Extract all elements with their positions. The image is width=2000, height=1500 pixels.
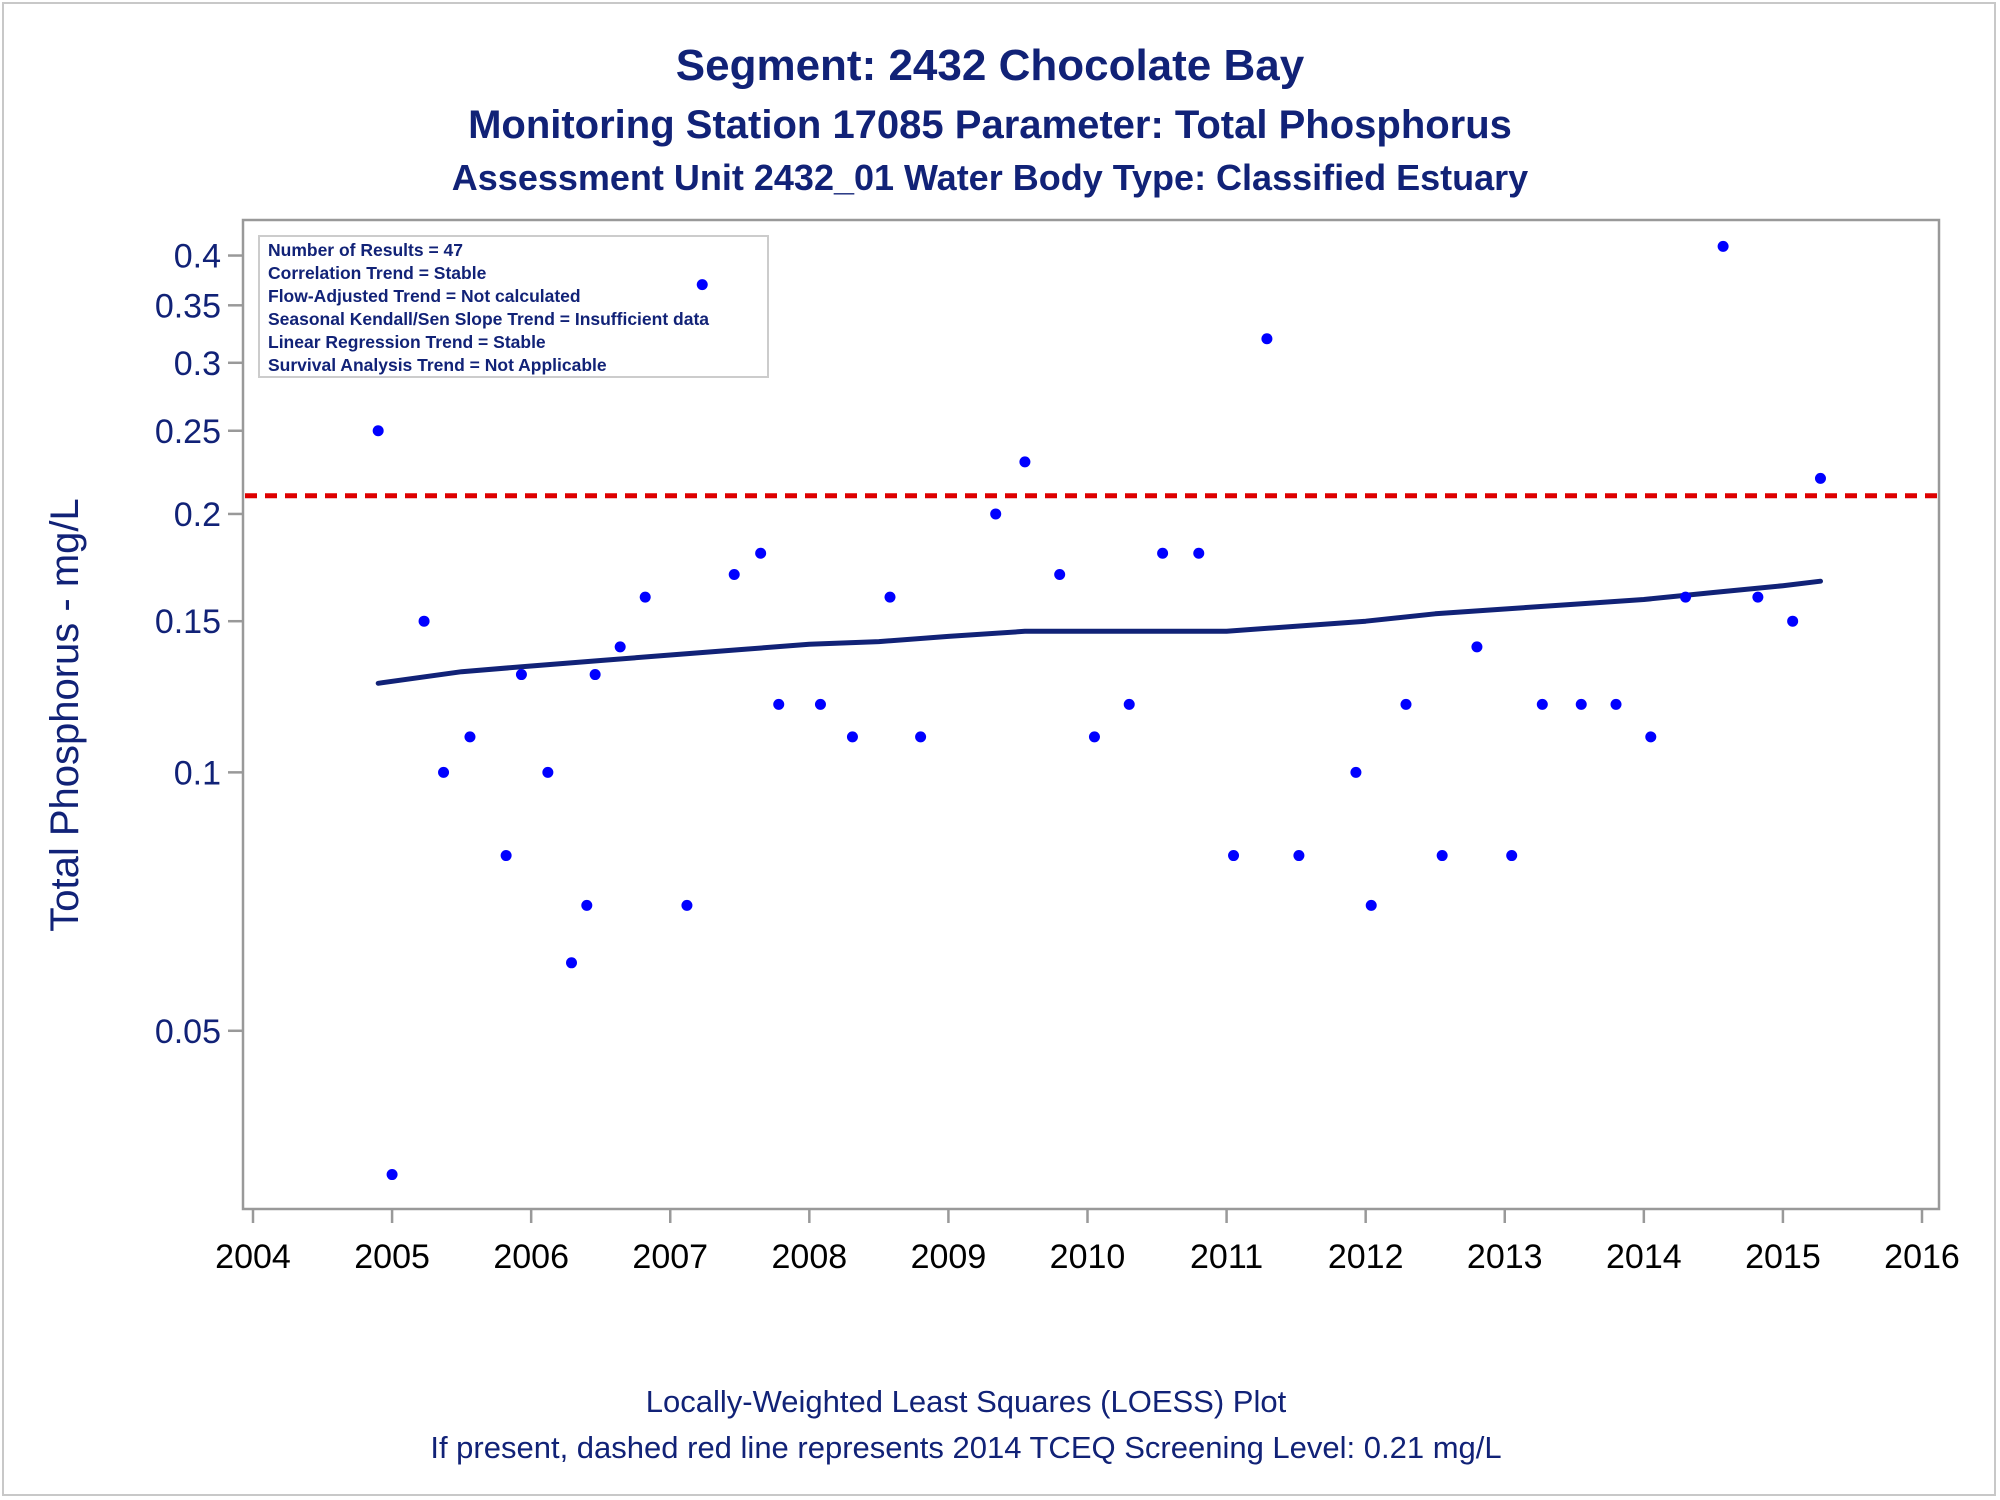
- data-point: [1536, 698, 1548, 710]
- data-point: [614, 641, 626, 653]
- chart-title: Segment: 2432 Chocolate Bay: [676, 41, 1305, 90]
- x-tick-label: 2016: [1884, 1238, 1960, 1276]
- data-point: [1054, 569, 1066, 581]
- plot-area: [241, 218, 1941, 1211]
- y-tick-label: 0.15: [155, 603, 221, 641]
- x-tick-label: 2004: [215, 1238, 291, 1276]
- data-point: [884, 591, 896, 603]
- data-point: [464, 731, 476, 743]
- x-tick-label: 2007: [632, 1238, 708, 1276]
- footnote-screening: If present, dashed red line represents 2…: [430, 1430, 1501, 1465]
- data-point: [990, 508, 1002, 520]
- data-point: [1365, 899, 1377, 911]
- data-point: [1123, 698, 1135, 710]
- x-tick-label: 2013: [1467, 1238, 1543, 1276]
- stats-line-correlation: Correlation Trend = Stable: [268, 263, 487, 283]
- x-tick-label: 2008: [772, 1238, 848, 1276]
- data-point: [1717, 240, 1729, 252]
- data-point: [1814, 472, 1826, 484]
- data-point: [1157, 547, 1169, 559]
- data-point: [1019, 456, 1031, 468]
- data-point: [372, 425, 384, 437]
- y-tick-label: 0.05: [155, 1013, 221, 1051]
- data-point: [1752, 591, 1764, 603]
- data-point: [386, 1169, 398, 1181]
- data-point: [1680, 591, 1692, 603]
- x-tick-label: 2010: [1050, 1238, 1126, 1276]
- stats-line-flow-adjusted: Flow-Adjusted Trend = Not calculated: [268, 286, 581, 306]
- stats-box-border: [258, 235, 769, 378]
- x-tick-label: 2011: [1190, 1238, 1263, 1276]
- data-point: [566, 957, 578, 969]
- data-point: [681, 899, 693, 911]
- data-point: [1787, 615, 1799, 627]
- y-axis-label: Total Phosphorus - mg/L: [43, 498, 87, 932]
- x-tick-label: 2014: [1606, 1238, 1682, 1276]
- data-point: [728, 569, 740, 581]
- data-point: [1350, 766, 1362, 778]
- data-point: [438, 766, 450, 778]
- data-point: [1400, 698, 1412, 710]
- stats-line-linear-regression: Linear Regression Trend = Stable: [268, 332, 546, 352]
- x-tick-label: 2006: [493, 1238, 569, 1276]
- y-tick-label: 0.1: [174, 754, 221, 792]
- data-point: [1261, 333, 1273, 345]
- chart-subtitle: Monitoring Station 17085 Parameter: Tota…: [468, 103, 1512, 147]
- data-point: [1293, 850, 1305, 862]
- data-point: [846, 731, 858, 743]
- loess-trend-line: [375, 578, 1823, 686]
- data-point: [1228, 850, 1240, 862]
- stats-box: Number of Results = 47 Correlation Trend…: [258, 235, 769, 378]
- y-tick-label: 0.35: [155, 287, 221, 325]
- loess-trend-group: [375, 578, 1823, 686]
- data-point: [814, 698, 826, 710]
- footnote-loess: Locally-Weighted Least Squares (LOESS) P…: [646, 1384, 1287, 1419]
- x-tick-label: 2009: [911, 1238, 987, 1276]
- data-points: [372, 240, 1826, 1181]
- data-point: [773, 698, 785, 710]
- data-point: [696, 279, 708, 291]
- data-point: [915, 731, 927, 743]
- stats-line-results: Number of Results = 47: [268, 240, 463, 260]
- data-point: [542, 766, 554, 778]
- data-point: [418, 615, 430, 627]
- data-point: [639, 591, 651, 603]
- y-tick-label: 0.2: [174, 496, 221, 534]
- data-point: [1610, 698, 1622, 710]
- data-point: [1471, 641, 1483, 653]
- y-tick-label: 0.4: [174, 238, 221, 276]
- x-tick-label: 2012: [1328, 1238, 1404, 1276]
- stats-line-seasonal-kendall: Seasonal Kendall/Sen Slope Trend = Insuf…: [268, 309, 709, 329]
- data-point: [1506, 850, 1518, 862]
- data-point: [755, 547, 767, 559]
- chart-subtitle-2: Assessment Unit 2432_01 Water Body Type:…: [452, 157, 1528, 198]
- data-point: [589, 669, 601, 681]
- y-tick-label: 0.25: [155, 413, 221, 451]
- stats-line-survival: Survival Analysis Trend = Not Applicable: [268, 355, 607, 375]
- x-axis: 2004 2005 2006 2007 2008 2009 2010 2011 2012 2013…: [215, 1209, 1960, 1276]
- data-point: [1436, 850, 1448, 862]
- data-point: [1645, 731, 1657, 743]
- data-point: [1193, 547, 1205, 559]
- data-point: [1575, 698, 1587, 710]
- y-tick-label: 0.3: [174, 345, 221, 383]
- data-point: [581, 899, 593, 911]
- y-axis: 0.05 0.1 0.15 0.2 0.25 0.3 0.35 0.4: [155, 238, 243, 1051]
- data-point: [1088, 731, 1100, 743]
- x-tick-label: 2005: [354, 1238, 430, 1276]
- data-point: [500, 850, 512, 862]
- x-tick-label: 2015: [1745, 1238, 1821, 1276]
- data-point: [515, 669, 527, 681]
